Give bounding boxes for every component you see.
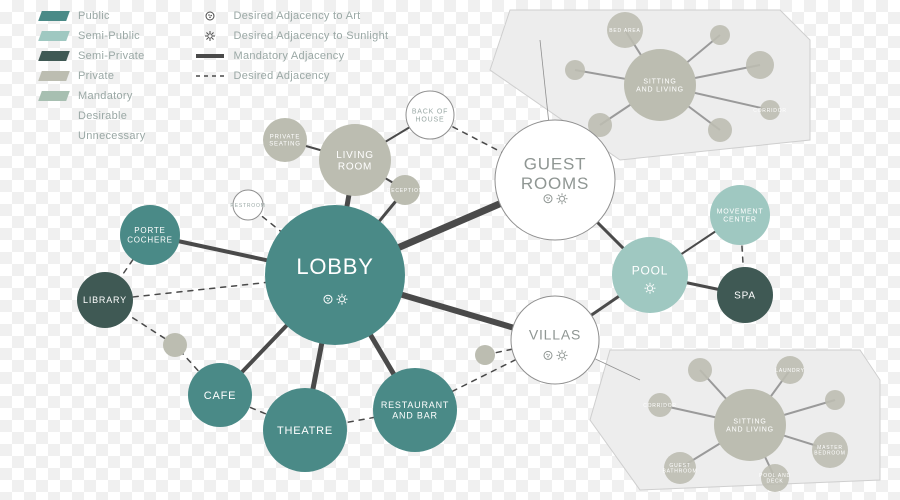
label: SPA	[734, 291, 756, 302]
legend-swatch	[38, 51, 70, 61]
legend-swatch	[38, 111, 70, 121]
legend-adjacency-row: Desired Adjacency to Sunlight	[196, 28, 389, 44]
label: RESTROOM	[230, 203, 265, 209]
label: MASTERBEDROOM	[814, 445, 845, 457]
cluster-villas: SITTINGAND LIVINGLAUNDRYMASTERBEDROOMPOO…	[590, 350, 880, 492]
label: BED AREA	[609, 28, 640, 34]
label: LAUNDRY	[775, 368, 804, 374]
node-porte_cochere: PORTECOCHERE	[120, 205, 180, 265]
cluster-sat	[688, 358, 712, 382]
legend-label: Public	[78, 10, 110, 22]
legend-swatch	[38, 131, 70, 141]
legend-privacy: Public Semi-Public Semi-Private Private Mand…	[40, 8, 146, 144]
cluster-sat	[708, 118, 732, 142]
node-restaurant_bar: RESTAURANTAND BAR	[373, 368, 457, 452]
node-back_of_house: BACK OFHOUSE	[406, 91, 454, 139]
cluster-sat	[710, 25, 730, 45]
node-lobby: LOBBY	[265, 205, 405, 345]
legend-adjacency-row: Desired Adjacency to Art	[196, 8, 389, 24]
legend-label: Desired Adjacency to Sunlight	[234, 30, 389, 42]
legend-adjacency-row: Mandatory Adjacency	[196, 48, 389, 64]
legend-privacy-row: Private	[40, 68, 146, 84]
cluster-sat	[565, 60, 585, 80]
legend-symbol	[196, 10, 224, 22]
legend-swatch	[38, 31, 70, 41]
label: MOVEMENTCENTER	[717, 208, 764, 223]
node-movement_center: MOVEMENTCENTER	[710, 185, 770, 245]
node-spa: SPA	[717, 267, 773, 323]
label: CORRIDOR	[643, 403, 677, 409]
label: CAFE	[204, 390, 237, 402]
label: POOL	[632, 263, 669, 277]
node-reception: RECEPTION	[387, 175, 423, 205]
label: THEATRE	[277, 425, 333, 437]
legend-label: Mandatory	[78, 90, 133, 102]
legend-label: Desired Adjacency to Art	[234, 10, 361, 22]
legend-swatch	[38, 11, 70, 21]
node-cafe: CAFE	[188, 363, 252, 427]
legend-label: Mandatory Adjacency	[234, 50, 345, 62]
legend-swatch	[38, 91, 70, 101]
node-theatre: THEATRE	[263, 388, 347, 472]
label: LIBRARY	[83, 295, 127, 305]
legend-label: Semi-Public	[78, 30, 140, 42]
legend-symbol	[196, 50, 224, 62]
label: BACK OFHOUSE	[412, 108, 448, 123]
label: VILLAS	[529, 326, 581, 342]
legend-privacy-row: Mandatory	[40, 88, 146, 104]
legend-privacy-row: Unnecessary	[40, 128, 146, 144]
label: RECEPTION	[387, 188, 423, 194]
legend-privacy-row: Semi-Public	[40, 28, 146, 44]
label: GUESTROOMS	[521, 154, 589, 193]
node-sat1	[163, 333, 187, 357]
node-sat2	[475, 345, 495, 365]
legend-label: Desired Adjacency	[234, 70, 330, 82]
cluster-sat	[746, 51, 774, 79]
label: LOBBY	[296, 254, 373, 279]
legend-privacy-row: Desirable	[40, 108, 146, 124]
legend-label: Semi-Private	[78, 50, 145, 62]
legend: Public Semi-Public Semi-Private Private Mand…	[40, 8, 388, 144]
legend-symbol	[196, 70, 224, 82]
legend-label: Desirable	[78, 110, 127, 122]
legend-adjacency-row: Desired Adjacency	[196, 68, 389, 84]
node-restroom: RESTROOM	[230, 190, 265, 220]
legend-label: Unnecessary	[78, 130, 146, 142]
cluster-sat	[825, 390, 845, 410]
node-villas: VILLAS	[511, 296, 599, 384]
legend-adjacency: Desired Adjacency to Art Desired Adjacenc…	[196, 8, 389, 144]
legend-privacy-row: Public	[40, 8, 146, 24]
legend-swatch	[38, 71, 70, 81]
legend-label: Private	[78, 70, 114, 82]
node-pool: POOL	[612, 237, 688, 313]
legend-privacy-row: Semi-Private	[40, 48, 146, 64]
legend-symbol	[196, 30, 224, 42]
label: LIVINGROOM	[336, 150, 374, 173]
label: CORRIDOR	[753, 108, 787, 114]
node-library: LIBRARY	[77, 272, 133, 328]
node-guest_rooms: GUESTROOMS	[495, 120, 615, 240]
